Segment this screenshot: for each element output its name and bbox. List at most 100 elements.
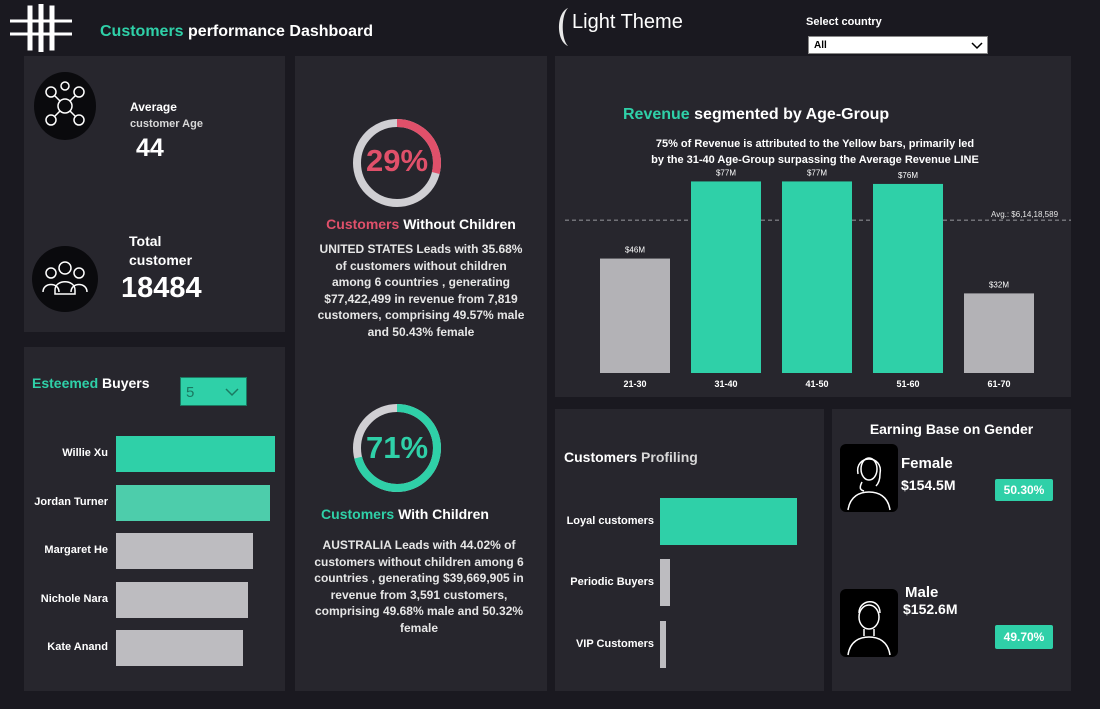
buyer-row[interactable]: Willie Xu — [24, 436, 285, 472]
logo-icon — [10, 3, 72, 53]
buyer-row[interactable]: Jordan Turner — [24, 484, 285, 521]
page-title: Customers performance Dashboard — [100, 23, 373, 41]
without-children-donut: 29% — [350, 116, 444, 210]
buyer-row[interactable]: Kate Anand — [24, 630, 285, 666]
revenue-x-tick-label: 51-60 — [896, 379, 919, 389]
without-children-percent: 29% — [365, 143, 429, 178]
buyer-row[interactable]: Margaret He — [24, 533, 285, 569]
revenue-bar[interactable] — [600, 258, 670, 373]
revenue-bar-value-label: $46M — [625, 246, 645, 255]
country-filter-label: Select country — [806, 16, 882, 28]
network-icon — [34, 72, 96, 140]
group-icon — [32, 246, 98, 312]
revenue-x-tick-label: 31-40 — [714, 379, 737, 389]
profiling-label: VIP Customers — [575, 638, 654, 650]
avg-age-sublabel: customer Age — [130, 118, 203, 130]
gender-title: Earning Base on Gender — [869, 421, 1034, 437]
without-children-title: Customers Without Children — [295, 216, 547, 232]
male-percent-badge: 49.70% — [995, 625, 1053, 649]
male-icon — [840, 589, 898, 657]
female-label: Female — [901, 455, 953, 472]
profiling-panel: Customers Profiling Loyal customers Perio… — [555, 409, 824, 691]
topn-select[interactable]: 5 — [180, 377, 247, 406]
revenue-bar-chart: $46M 21-30 $77M 31-40 $77M 41-50 $76M 51-60 $32M… — [565, 168, 1071, 389]
revenue-bar[interactable] — [964, 293, 1034, 373]
country-select-value: All — [814, 40, 827, 51]
female-percent-badge: 50.30% — [995, 479, 1053, 501]
buyer-bar — [116, 436, 275, 472]
without-children-title-rest: Without Children — [403, 216, 516, 232]
without-children-title-highlight: Customers — [326, 216, 400, 232]
buyers-title: Esteemed Buyers — [32, 375, 150, 391]
revenue-bar[interactable] — [782, 181, 852, 373]
revenue-bar-value-label: $32M — [989, 280, 1009, 289]
male-value: $152.6M — [903, 601, 958, 617]
buyer-name: Margaret He — [44, 544, 108, 556]
buyer-row[interactable]: Nichole Nara — [24, 581, 285, 618]
page-title-highlight: Customers — [100, 23, 184, 40]
profiling-bar — [660, 498, 797, 545]
theme-toggle[interactable]: Light Theme — [552, 5, 692, 49]
revenue-x-tick-label: 41-50 — [805, 379, 828, 389]
profiling-title-part1: Customers — [564, 449, 638, 465]
revenue-bar-value-label: $77M — [716, 168, 736, 177]
revenue-bar[interactable] — [691, 181, 761, 373]
avg-age-value: 44 — [136, 134, 164, 162]
theme-label: Light Theme — [572, 11, 683, 33]
children-panel: 29% Customers Without Children UNITED ST… — [295, 56, 547, 691]
with-children-donut-chart — [353, 404, 441, 492]
revenue-panel: Revenue segmented by Age-Group 75% of Re… — [555, 56, 1071, 397]
buyer-bar — [116, 630, 243, 666]
buyers-title-highlight: Esteemed — [32, 375, 99, 391]
without-children-desc: UNITED STATES Leads with 35.68% of custo… — [317, 242, 525, 339]
page-title-rest: performance Dashboard — [188, 23, 373, 40]
revenue-title-highlight: Revenue — [623, 106, 690, 123]
with-children-desc: AUSTRALIA Leads with 44.02% of customers… — [314, 538, 524, 635]
profiling-bar — [660, 621, 666, 668]
with-children-title-highlight: Customers — [321, 506, 395, 522]
topn-select-value: 5 — [186, 384, 195, 401]
country-select[interactable]: All — [808, 36, 988, 54]
revenue-bar[interactable] — [873, 183, 943, 373]
with-children-percent: 71% — [365, 430, 429, 465]
profiling-row[interactable]: Periodic Buyers — [555, 559, 824, 606]
kpi-panel: Average customer Age 44 Total customer 1… — [24, 56, 285, 332]
buyer-bar — [116, 484, 270, 521]
profiling-row[interactable]: VIP Customers — [555, 621, 824, 668]
female-icon — [840, 444, 898, 512]
profiling-label: Periodic Buyers — [570, 576, 654, 588]
buyer-name: Nichole Nara — [40, 592, 108, 605]
with-children-title: Customers With Children — [295, 506, 515, 522]
buyers-panel: Esteemed Buyers 5 Willie Xu Jordan Turner… — [24, 347, 285, 691]
buyer-name: Willie Xu — [62, 447, 108, 459]
buyer-bar — [116, 533, 253, 569]
profiling-bar — [660, 559, 670, 606]
profiling-title-part2: Profiling — [641, 449, 698, 465]
revenue-bar-value-label: $77M — [807, 168, 827, 177]
chevron-down-icon — [225, 388, 239, 397]
revenue-subtitle-2: by the 31-40 Age-Group surpassing the Av… — [651, 154, 979, 166]
gender-panel: Earning Base on Gender Female $154.5M 50… — [832, 409, 1071, 691]
revenue-subtitle-1: 75% of Revenue is attributed to the Yell… — [655, 138, 975, 150]
total-customer-sublabel: customer — [129, 252, 193, 268]
without-children-donut-chart — [353, 119, 441, 207]
buyer-bar — [116, 581, 248, 618]
app-logo — [8, 3, 74, 53]
female-value: $154.5M — [901, 477, 956, 493]
moon-icon — [559, 8, 568, 46]
male-label: Male — [905, 584, 939, 601]
avg-age-label: Average — [130, 100, 177, 114]
revenue-bar-value-label: $76M — [898, 171, 918, 180]
donut-arc — [353, 404, 441, 492]
total-customer-value: 18484 — [121, 272, 202, 304]
buyer-name: Kate Anand — [47, 641, 108, 653]
with-children-title-rest: With Children — [398, 506, 489, 522]
revenue-title: Revenue segmented by Age-Group — [623, 106, 889, 124]
chevron-down-icon — [971, 42, 983, 50]
revenue-x-tick-label: 21-30 — [623, 379, 646, 389]
buyer-name: Jordan Turner — [34, 495, 108, 508]
profiling-title: Customers Profiling — [564, 449, 698, 465]
buyers-title-rest: Buyers — [102, 375, 150, 391]
profiling-row[interactable]: Loyal customers — [555, 498, 824, 545]
revenue-average-label: Avg.: $6,14,18,589 — [991, 210, 1059, 219]
